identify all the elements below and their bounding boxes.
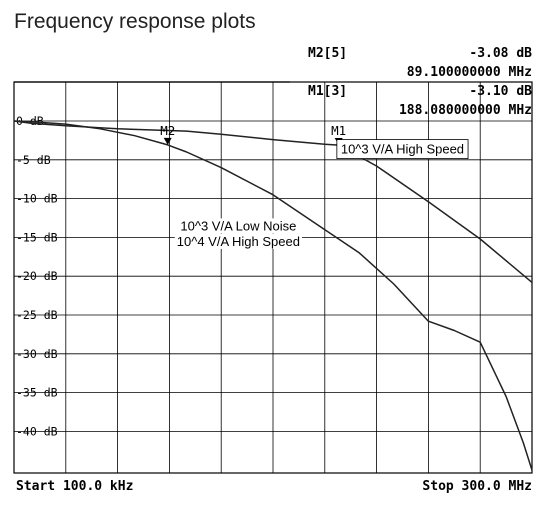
marker-m2-name: M2[5] bbox=[308, 46, 347, 61]
y-tick-label: -5 dB bbox=[16, 153, 51, 167]
series-line-1 bbox=[13, 120, 533, 283]
annotation-text: 10^3 V/A High Speed bbox=[341, 142, 464, 157]
marker-label-m1: M1 bbox=[331, 123, 346, 138]
annotation-group: 10^4 V/A High Speed bbox=[174, 233, 302, 249]
grid-layer bbox=[14, 82, 532, 473]
annotation-layer: 10^3 V/A High Speed 10^3 V/A Low Noise10^… bbox=[174, 139, 469, 249]
series-line-2 bbox=[13, 120, 533, 471]
marker-m2-value: -3.08 dB bbox=[469, 46, 532, 61]
y-tick-label: -30 dB bbox=[16, 347, 58, 361]
annotation-background bbox=[178, 218, 299, 234]
annotation-group: 10^3 V/A Low Noise bbox=[178, 218, 299, 234]
series-layer bbox=[13, 120, 533, 471]
marker-m1-name: M1[3] bbox=[308, 84, 347, 99]
marker-layer: M1 M2 bbox=[160, 123, 346, 146]
marker-triangle-m2 bbox=[163, 137, 172, 145]
y-tick-label: -35 dB bbox=[16, 386, 58, 400]
marker-m1-frequency: 188.080000000 MHz bbox=[399, 103, 532, 118]
y-tick-labels: 0 dB-5 dB-10 dB-15 dB-20 dB-25 dB-30 dB-… bbox=[16, 114, 58, 438]
page-title: Frequency response plots bbox=[14, 10, 256, 33]
y-tick-label: -10 dB bbox=[16, 192, 58, 206]
annotation-group: 10^3 V/A High Speed bbox=[336, 139, 469, 159]
marker-m1-value: -3.10 dB bbox=[469, 84, 532, 99]
x-stop-label: Stop 300.0 MHz bbox=[422, 479, 532, 494]
marker-m2-frequency: 89.100000000 MHz bbox=[407, 65, 532, 80]
annotation-background bbox=[174, 233, 302, 249]
annotation-box bbox=[336, 139, 469, 159]
y-tick-label: -20 dB bbox=[16, 269, 58, 283]
y-tick-label: -25 dB bbox=[16, 308, 58, 322]
x-start-label: Start 100.0 kHz bbox=[16, 479, 133, 494]
y-tick-label: -15 dB bbox=[16, 230, 58, 244]
annotation-text: 10^3 V/A Low Noise bbox=[180, 218, 296, 233]
marker-label-m2: M2 bbox=[160, 123, 175, 138]
y-tick-label: -40 dB bbox=[16, 424, 58, 438]
annotation-text: 10^4 V/A High Speed bbox=[177, 234, 300, 249]
